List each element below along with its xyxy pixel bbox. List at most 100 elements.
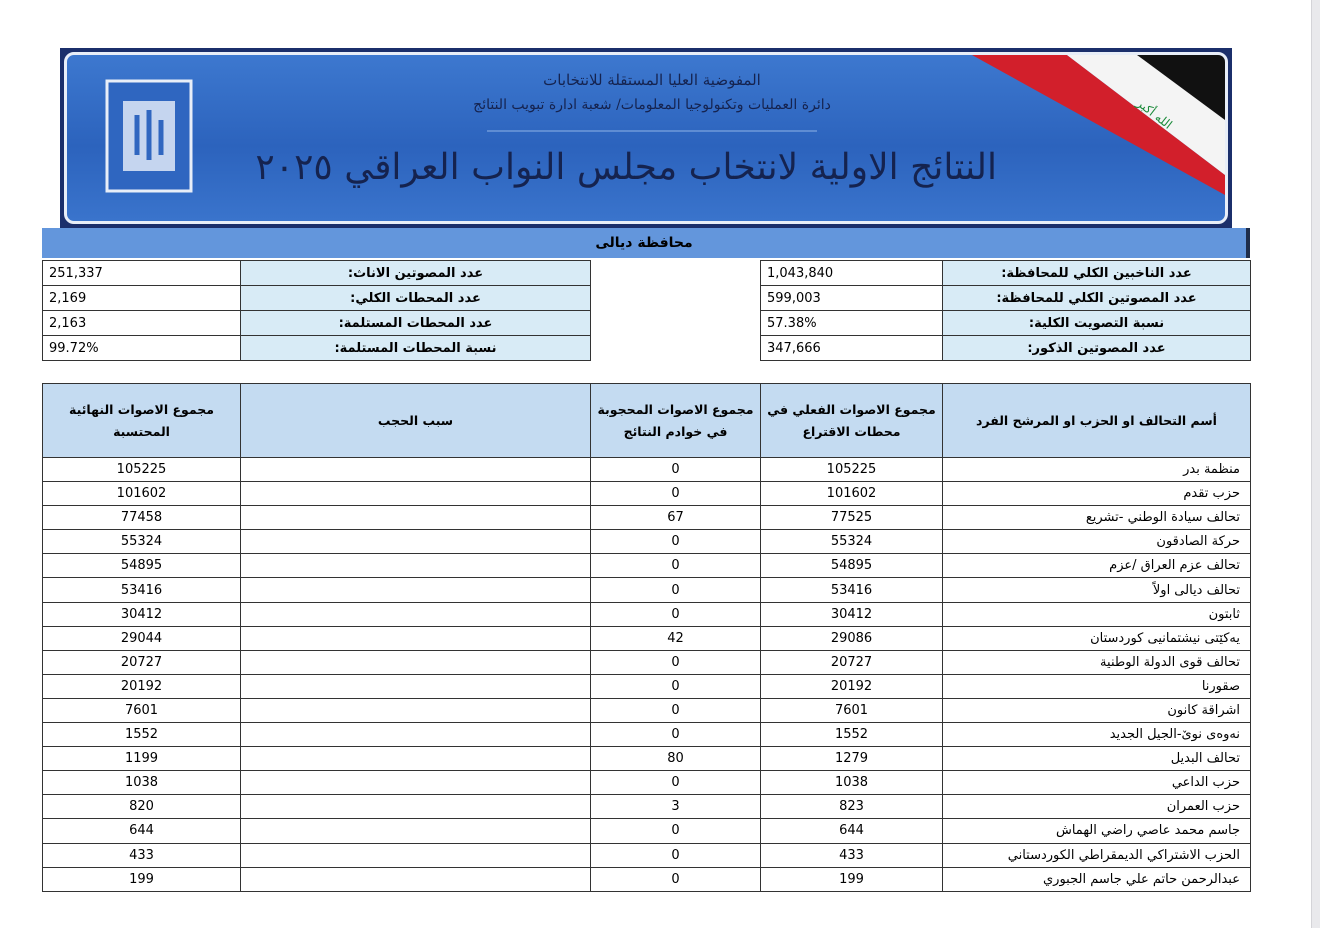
withhold-reason <box>240 722 591 748</box>
actual-votes: 53416 <box>760 577 943 603</box>
summary-value: 251,337 <box>42 260 241 286</box>
withhold-reason <box>240 481 591 507</box>
department: دائرة العمليات وتكنولوجيا المعلومات/ شعب… <box>473 97 831 113</box>
logo-strokes <box>134 110 164 160</box>
withheld-votes: 0 <box>590 553 761 579</box>
withheld-votes: 0 <box>590 481 761 507</box>
banner: الله أكبر المفوضية العليا المستقلة للانت… <box>60 48 1232 228</box>
result-row: منظمة بدر 105225 0 105225 <box>42 456 1251 483</box>
summary-label: نسبة المحطات المستلمة: <box>240 335 591 361</box>
party-name: تحالف سيادة الوطني -تشريع <box>942 505 1251 531</box>
actual-votes: 199 <box>760 866 943 892</box>
result-row: يەکێتی نیشتمانیی کوردستان 29086 42 29044 <box>42 625 1251 651</box>
final-votes: 54895 <box>42 553 241 579</box>
result-row: تحالف ديالى اولاً 53416 0 53416 <box>42 577 1251 603</box>
final-votes: 1552 <box>42 722 241 748</box>
final-votes: 1199 <box>42 746 241 772</box>
actual-votes: 433 <box>760 842 943 868</box>
actual-votes: 20192 <box>760 673 943 699</box>
column-header: مجموع الاصوات النهائية المحتسبة <box>42 383 241 458</box>
final-votes: 1038 <box>42 770 241 796</box>
withhold-reason <box>240 818 591 844</box>
party-name: صقورنا <box>942 673 1251 699</box>
withhold-reason <box>240 456 591 483</box>
result-row: عبدالرحمن حاتم علي جاسم الجبوري 199 0 199 <box>42 866 1251 892</box>
party-name: ثابتون <box>942 601 1251 627</box>
withheld-votes: 0 <box>590 601 761 627</box>
result-row: صقورنا 20192 0 20192 <box>42 673 1251 699</box>
header-row: أسم التحالف او الحزب او المرشح الفرد مجمو… <box>42 383 1251 458</box>
withhold-reason <box>240 794 591 820</box>
result-row: حزب تقدم 101602 0 101602 <box>42 481 1251 507</box>
withheld-votes: 67 <box>590 505 761 531</box>
actual-votes: 105225 <box>760 456 943 483</box>
column-header: سبب الحجب <box>240 383 591 458</box>
result-row: جاسم محمد عاصي راضي الهماش 644 0 644 <box>42 818 1251 844</box>
actual-votes: 1038 <box>760 770 943 796</box>
actual-votes: 823 <box>760 794 943 820</box>
party-name: يەکێتی نیشتمانیی کوردستان <box>942 625 1251 651</box>
withhold-reason <box>240 553 591 579</box>
summary-label: عدد الناخبين الكلي للمحافظة: <box>942 260 1251 286</box>
final-votes: 105225 <box>42 456 241 483</box>
withheld-votes: 0 <box>590 529 761 555</box>
withhold-reason <box>240 697 591 724</box>
withheld-votes: 3 <box>590 794 761 820</box>
final-votes: 55324 <box>42 529 241 555</box>
banner-panel: الله أكبر المفوضية العليا المستقلة للانت… <box>64 52 1228 224</box>
result-row: اشراقة كانون 7601 0 7601 <box>42 697 1251 724</box>
withheld-votes: 0 <box>590 673 761 699</box>
final-votes: 77458 <box>42 505 241 531</box>
summary-value: 1,043,840 <box>760 260 943 286</box>
column-header: أسم التحالف او الحزب او المرشح الفرد <box>942 383 1251 458</box>
party-name: نەوەی نوێ-الجيل الجديد <box>942 722 1251 748</box>
column-header: مجموع الاصوات الفعلي في محطات الاقتراع <box>760 383 943 458</box>
withheld-votes: 80 <box>590 746 761 772</box>
summary-row: عدد المصوتين الاناث: 251,337 <box>42 260 591 286</box>
withheld-votes: 0 <box>590 770 761 796</box>
withhold-reason <box>240 529 591 555</box>
final-votes: 7601 <box>42 697 241 724</box>
summary-right: عدد الناخبين الكلي للمحافظة: 1,043,840 عدد… <box>760 260 1251 361</box>
final-votes: 820 <box>42 794 241 820</box>
withheld-votes: 42 <box>590 625 761 651</box>
withhold-reason <box>240 866 591 892</box>
party-name: حزب الداعي <box>942 770 1251 796</box>
banner-title: النتائج الاولية لانتخاب مجلس النواب العر… <box>255 147 997 188</box>
party-name: جاسم محمد عاصي راضي الهماش <box>942 818 1251 844</box>
party-name: منظمة بدر <box>942 456 1251 483</box>
summary-row: نسبة المحطات المستلمة: 99.72% <box>42 335 591 361</box>
flag-white <box>1017 55 1225 175</box>
actual-votes: 1279 <box>760 746 943 772</box>
actual-votes: 20727 <box>760 649 943 675</box>
withhold-reason <box>240 842 591 868</box>
result-row: نەوەی نوێ-الجيل الجديد 1552 0 1552 <box>42 722 1251 748</box>
summary-value: 57.38% <box>760 310 943 336</box>
final-votes: 199 <box>42 866 241 892</box>
final-votes: 644 <box>42 818 241 844</box>
actual-votes: 644 <box>760 818 943 844</box>
summary-left: عدد المصوتين الاناث: 251,337 عدد المحطات ا… <box>42 260 591 361</box>
withhold-reason <box>240 601 591 627</box>
summary-row: عدد المحطات المستلمة: 2,163 <box>42 310 591 336</box>
actual-votes: 55324 <box>760 529 943 555</box>
actual-votes: 29086 <box>760 625 943 651</box>
actual-votes: 7601 <box>760 697 943 724</box>
party-name: حركة الصادقون <box>942 529 1251 555</box>
summary-row: عدد المحطات الكلي: 2,169 <box>42 285 591 311</box>
result-row: تحالف قوى الدولة الوطنية 20727 0 20727 <box>42 649 1251 675</box>
withhold-reason <box>240 673 591 699</box>
summary-label: عدد المحطات الكلي: <box>240 285 591 311</box>
withheld-votes: 0 <box>590 722 761 748</box>
withhold-reason <box>240 625 591 651</box>
final-votes: 20727 <box>42 649 241 675</box>
result-row: حزب الداعي 1038 0 1038 <box>42 770 1251 796</box>
withhold-reason <box>240 746 591 772</box>
final-votes: 101602 <box>42 481 241 507</box>
withheld-votes: 0 <box>590 818 761 844</box>
withheld-votes: 0 <box>590 577 761 603</box>
summary-value: 347,666 <box>760 335 943 361</box>
withhold-reason <box>240 770 591 796</box>
summary-value: 599,003 <box>760 285 943 311</box>
